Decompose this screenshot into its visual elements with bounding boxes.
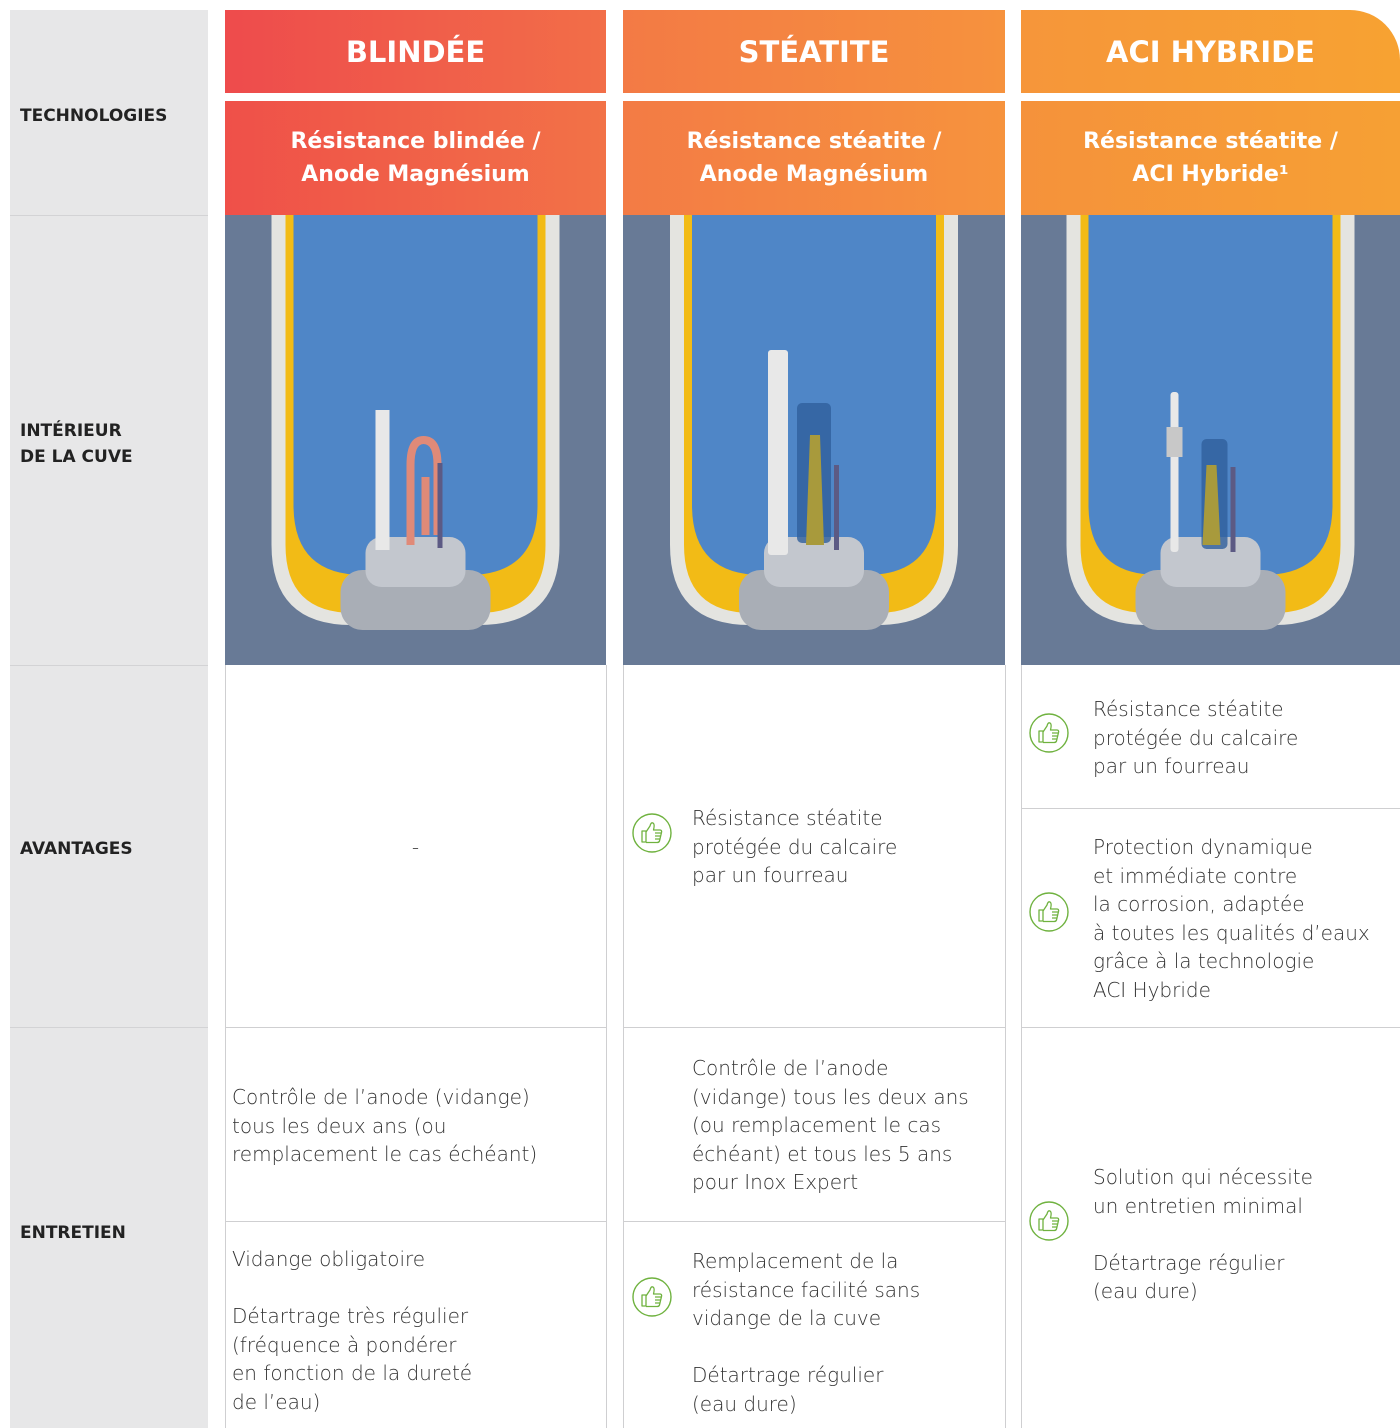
heating-element [406, 435, 442, 545]
row-label: ENTRETIEN [20, 1223, 126, 1243]
cell-text: - [411, 835, 420, 859]
steatite-element [806, 435, 824, 545]
cell-border [1005, 665, 1006, 1428]
anode [834, 465, 839, 550]
cell-text: Résistance stéatite protégée du calcaire… [692, 806, 898, 887]
label-column [10, 10, 208, 1428]
cell-divider [225, 1221, 606, 1222]
thermostat [768, 350, 788, 555]
row-divider [10, 665, 208, 666]
tank-illustration [225, 215, 606, 665]
thermostat [375, 410, 390, 550]
cell-text: Contrôle de l’anode (vidange) tous les d… [232, 1085, 538, 1166]
column-subtitle: Résistance stéatite / ACI Hybride¹ [1021, 101, 1400, 215]
row-label: INTÉRIEUR DE LA CUVE [20, 421, 133, 467]
thumb-up-icon [1029, 713, 1069, 753]
water [293, 215, 538, 575]
column-title: STÉATITE [623, 10, 1005, 93]
water [692, 215, 936, 575]
thumb-up-icon [632, 1277, 672, 1317]
cell-text: Remplacement de la résistance facilité s… [692, 1249, 921, 1416]
steatite-element [1202, 465, 1221, 545]
cell-border [606, 665, 607, 1428]
flange-top [365, 537, 466, 587]
anode [437, 463, 443, 548]
cell-border [1021, 665, 1022, 1428]
column-subtitle: Résistance blindée / Anode Magnésium [225, 101, 606, 215]
aci-probe [1166, 427, 1183, 457]
row-label: TECHNOLOGIES [20, 106, 168, 126]
column-title: BLINDÉE [225, 10, 606, 93]
cell-divider [1021, 808, 1400, 809]
thermostat [1170, 392, 1179, 552]
cell-text: Résistance stéatite protégée du calcaire… [1093, 697, 1299, 778]
cell-text: Solution qui nécessite un entretien mini… [1093, 1165, 1313, 1303]
cell-text: Protection dynamique et immédiate contre… [1093, 835, 1370, 1002]
cell-border [623, 1027, 1005, 1028]
cell-divider [623, 1221, 1005, 1222]
thumb-up-icon [1029, 1201, 1069, 1241]
column-title: ACI HYBRIDE [1021, 10, 1400, 93]
cell-border [225, 665, 226, 1428]
cell-border [623, 665, 624, 1428]
row-label: AVANTAGES [20, 839, 133, 859]
tank-illustration [1021, 215, 1400, 665]
thumb-up-icon [1029, 892, 1069, 932]
cell-text: Vidange obligatoire Détartrage très régu… [232, 1247, 473, 1414]
cell-border [225, 1027, 606, 1028]
column-subtitle: Résistance stéatite / Anode Magnésium [623, 101, 1005, 215]
tank-illustration [623, 215, 1005, 665]
cell-text: Contrôle de l’anode (vidange) tous les d… [692, 1056, 969, 1194]
thumb-up-icon [632, 813, 672, 853]
cell-border [1021, 1027, 1400, 1028]
water [1088, 215, 1333, 575]
row-divider [10, 215, 208, 216]
anode [1230, 467, 1236, 552]
row-divider [10, 1027, 208, 1028]
